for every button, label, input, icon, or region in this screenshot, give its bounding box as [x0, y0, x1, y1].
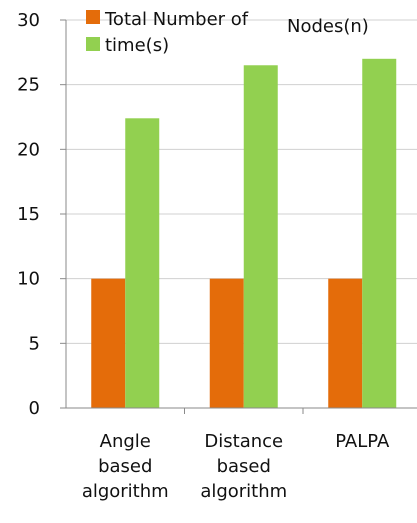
category-label: PALPA	[335, 431, 390, 452]
y-tick-label: 0	[29, 398, 40, 419]
legend-label: Total Number of Nodes(n)	[104, 9, 369, 37]
y-axis: 0 5 10 15 20 25 30	[17, 10, 67, 419]
legend: Total Number of Nodes(n)time(s)	[86, 9, 369, 56]
y-tick-label: 15	[17, 204, 40, 225]
category-label: Distance	[204, 431, 283, 452]
bar-nodes	[209, 278, 244, 408]
bar-time	[125, 118, 160, 408]
bar-nodes	[328, 278, 363, 408]
bar-nodes	[91, 278, 126, 408]
legend-swatch	[86, 10, 100, 24]
y-tick-label: 5	[29, 333, 40, 354]
x-axis: Angle based algorithm Distance based algorith…	[66, 407, 417, 502]
category-label: based	[217, 456, 271, 477]
bars	[91, 58, 397, 409]
legend-swatch	[86, 37, 100, 51]
y-tick-label: 20	[17, 139, 40, 160]
y-tick-label: 25	[17, 75, 40, 96]
category-label: algorithm	[82, 481, 169, 502]
category-label: based	[98, 456, 152, 477]
bar-time	[243, 65, 278, 409]
legend-label: time(s)	[105, 35, 169, 56]
category-label: Angle	[100, 431, 151, 452]
category-label: algorithm	[200, 481, 287, 502]
y-tick-label: 30	[17, 10, 40, 31]
y-tick-label: 10	[17, 269, 40, 290]
bar-time	[362, 58, 397, 409]
